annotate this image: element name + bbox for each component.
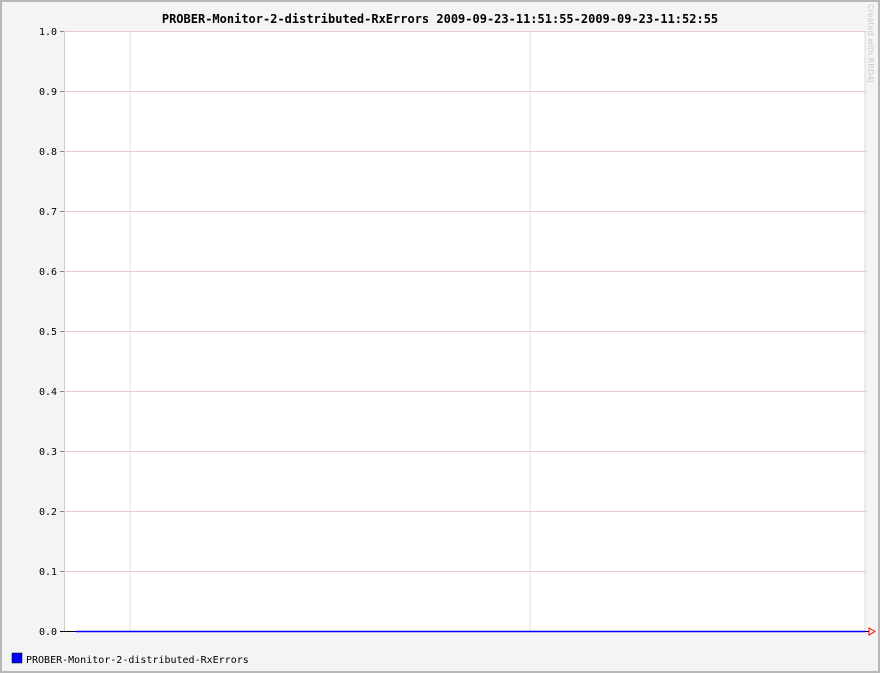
y-tick-label: 0.4 <box>39 387 57 398</box>
y-tick-label: 0.8 <box>39 147 57 158</box>
watermark-text: Created with RRD4J <box>866 4 875 82</box>
y-tick-label: 0.0 <box>39 627 57 638</box>
y-tick-label: 0.6 <box>39 267 57 278</box>
y-tick-label: 0.1 <box>39 567 57 578</box>
tick-label-layer: 0.0 0.1 0.2 0.3 0.4 0.5 0.6 0.7 0.8 0.9 1.0 <box>39 27 57 638</box>
chart-title: PROBER-Monitor-2-distributed-RxErrors 20… <box>162 12 718 26</box>
y-tick-label: 0.7 <box>39 207 57 218</box>
legend-swatch <box>11 652 23 664</box>
y-tick-label: 0.2 <box>39 507 57 518</box>
y-tick-label: 1.0 <box>39 27 57 38</box>
y-tick-label: 0.3 <box>39 447 57 458</box>
x-axis-arrow <box>868 627 876 636</box>
y-tick-label: 0.9 <box>39 87 57 98</box>
grid-layer <box>64 31 867 631</box>
y-tick-label: 0.5 <box>39 327 57 338</box>
legend-label: PROBER-Monitor-2-distributed-RxErrors <box>26 655 249 666</box>
